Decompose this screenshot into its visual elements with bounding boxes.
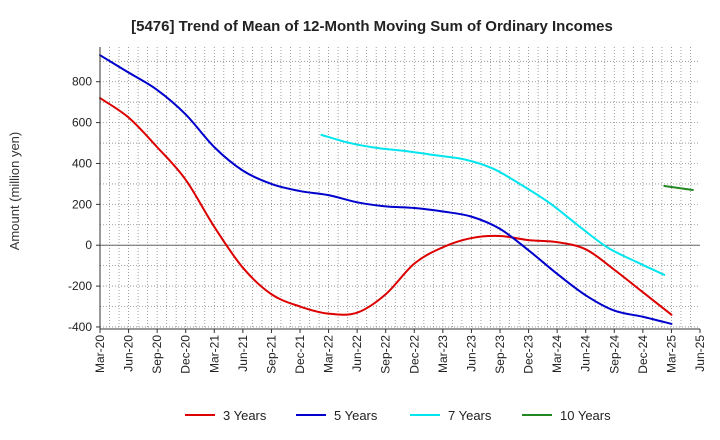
legend-label-7-years: 7 Years [448, 408, 492, 423]
legend-label-5-years: 5 Years [334, 408, 378, 423]
x-tick-label: Jun-24 [579, 335, 593, 372]
series-lines [99, 54, 694, 325]
y-tick-label: -400 [68, 320, 92, 334]
y-tick-label: -200 [68, 279, 92, 293]
series-line-5-years [99, 54, 673, 325]
y-tick-label: 400 [72, 156, 92, 170]
x-tick-label: Jun-20 [122, 335, 136, 372]
x-tick-label: Mar-24 [550, 335, 564, 373]
x-tick-label: Mar-21 [207, 335, 221, 373]
y-axis-label: Amount (million yen) [7, 132, 22, 251]
legend-label-10-years: 10 Years [560, 408, 611, 423]
x-tick-label: Mar-25 [664, 335, 678, 373]
axes [99, 47, 700, 330]
y-tick-label: 0 [85, 238, 92, 252]
y-tick-label: 600 [72, 116, 92, 130]
x-tick-label: Sep-23 [493, 335, 507, 374]
x-tick-label: Dec-20 [179, 335, 193, 374]
y-tick-label: 200 [72, 197, 92, 211]
x-tick-label: Mar-22 [322, 335, 336, 373]
x-tick-label: Dec-23 [522, 335, 536, 374]
series-line-3-years [99, 97, 673, 316]
x-tick-label: Sep-22 [379, 335, 393, 374]
x-tick-label: Dec-21 [293, 335, 307, 374]
x-tick-label: Sep-21 [264, 335, 278, 374]
x-tick-label: Dec-22 [407, 335, 421, 374]
y-tick-labels: -400 -200 0 200 400 600 800 [68, 75, 100, 334]
x-tick-label: Jun-21 [236, 335, 250, 372]
x-tick-label: Mar-23 [436, 335, 450, 373]
x-tick-label: Jun-25 [693, 335, 707, 372]
x-tick-label: Mar-20 [93, 335, 107, 373]
series-line-7-years [320, 133, 666, 276]
x-tick-label: Jun-23 [464, 335, 478, 372]
y-tick-label: 800 [72, 75, 92, 89]
x-tick-label: Jun-22 [350, 335, 364, 372]
plot-background [100, 47, 700, 329]
series-line-10-years [663, 184, 694, 192]
x-tick-label: Sep-20 [150, 335, 164, 374]
x-tick-label: Sep-24 [607, 335, 621, 374]
legend-label-3-years: 3 Years [223, 408, 267, 423]
x-tick-label: Dec-24 [636, 335, 650, 374]
legend: 3 Years 5 Years 7 Years 10 Years [185, 408, 611, 423]
plot-area [100, 47, 700, 329]
chart-title: [5476] Trend of Mean of 12-Month Moving … [131, 18, 613, 35]
gridlines [100, 47, 700, 329]
x-tick-labels: Mar-20 Jun-20 Sep-20 Dec-20 Mar-21 Jun-21 Sep-… [93, 329, 707, 374]
